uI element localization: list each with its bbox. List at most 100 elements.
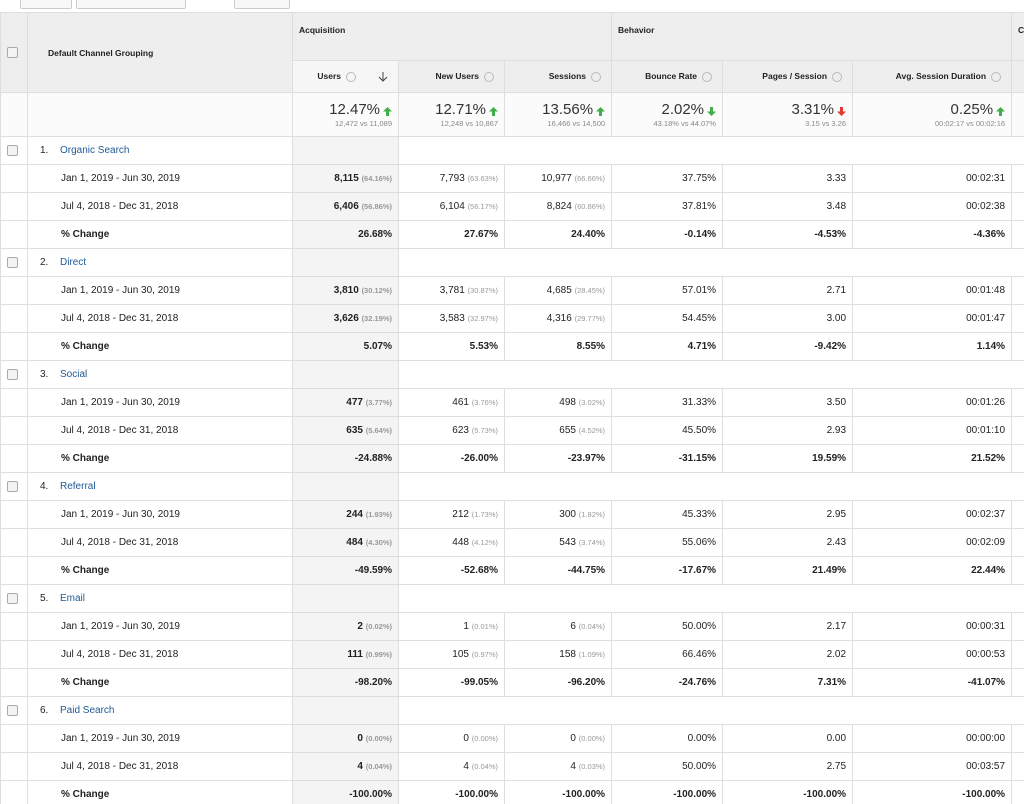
empty-cell <box>1011 332 1024 361</box>
metric-cell: 4.71% <box>611 332 724 361</box>
metric-share: (32.19%) <box>361 314 392 323</box>
empty-cell <box>0 92 28 137</box>
metric-cell: 22.44% <box>852 556 1013 585</box>
channel-link[interactable]: Organic Search <box>60 145 130 156</box>
empty-cell <box>0 444 28 473</box>
checkbox[interactable] <box>7 368 18 380</box>
empty-cell <box>397 136 1024 165</box>
empty-cell <box>1011 640 1024 669</box>
metric-cell: 45.33% <box>611 500 724 529</box>
metric-value: 4,316 <box>546 313 572 324</box>
select-all-cell <box>0 12 28 93</box>
metric-cell: 543 (3.74%) <box>503 528 613 557</box>
checkbox-cell <box>0 136 28 165</box>
empty-cell <box>0 500 28 529</box>
column-header[interactable]: Bounce Rate <box>611 60 724 93</box>
channel-link[interactable]: Direct <box>60 257 87 268</box>
metric-cell: 498 (3.02%) <box>503 388 613 417</box>
header-row: Users New Users Sessions Bounce Rate Pages /… <box>1 60 1024 93</box>
empty-cell <box>0 276 28 305</box>
metric-cell: 54.45% <box>611 304 724 333</box>
empty-cell <box>0 220 28 249</box>
checkbox[interactable] <box>7 704 18 716</box>
metric-cell: 26.68% <box>292 220 399 249</box>
column-header[interactable]: Pages / Session <box>722 60 854 93</box>
metric-value: 3,781 <box>439 285 465 296</box>
channel-link[interactable]: Social <box>60 369 88 380</box>
metric-cell: -23.97% <box>503 444 613 473</box>
checkbox-cell <box>0 360 28 389</box>
toolbar-button[interactable] <box>76 0 186 9</box>
empty-cell <box>0 556 28 585</box>
metric-cell: 0 (0.00%) <box>503 724 613 753</box>
empty-cell <box>397 248 1024 277</box>
column-header[interactable]: Avg. Session Duration <box>852 60 1013 93</box>
channel-link[interactable]: Email <box>60 593 86 604</box>
toolbar-button[interactable] <box>20 0 72 9</box>
metric-share: (0.97%) <box>471 650 498 659</box>
metric-cell: 244 (1.93%) <box>292 500 399 529</box>
channel-cell: 6. Paid Search <box>27 696 293 725</box>
column-header[interactable]: Sessions <box>503 60 613 93</box>
column-title: Users <box>317 71 341 82</box>
empty-cell <box>1011 612 1024 641</box>
metric-cell: 4 (0.04%) <box>292 752 399 781</box>
empty-header <box>1011 60 1024 93</box>
sort-arrow-shape <box>378 71 388 82</box>
arrow-shape <box>489 106 498 116</box>
metric-cell: 3,583 (32.97%) <box>398 304 505 333</box>
period-label: Jan 1, 2019 - Jun 30, 2019 <box>27 164 293 193</box>
column-header[interactable]: New Users <box>398 60 505 93</box>
empty-cell <box>1011 304 1024 333</box>
metric-share: (0.00%) <box>365 734 392 743</box>
checkbox[interactable] <box>7 256 18 268</box>
empty-cell <box>0 304 28 333</box>
period-row: Jul 4, 2018 - Dec 31, 2018 6,406 (56.86%)… <box>0 192 1024 221</box>
checkbox-cell <box>0 696 28 725</box>
change-row: % Change 26.68% 27.67% 24.40% -0.14% -4.53% -4… <box>0 220 1024 249</box>
period-label: % Change <box>27 668 293 697</box>
metric-value: 4 <box>357 761 363 772</box>
metric-cell: 21.49% <box>722 556 854 585</box>
metric-cell: 00:02:37 <box>852 500 1013 529</box>
metric-cell: -17.67% <box>611 556 724 585</box>
arrow-shape <box>837 106 847 116</box>
row-index: 3. <box>40 369 49 380</box>
checkbox[interactable] <box>7 592 18 604</box>
metric-cell: 2.95 <box>722 500 854 529</box>
metric-value: 461 <box>452 397 469 408</box>
metric-cell: 24.40% <box>503 220 613 249</box>
metric-share: (0.01%) <box>471 622 498 631</box>
period-label: Jan 1, 2019 - Jun 30, 2019 <box>27 388 293 417</box>
checkbox[interactable] <box>7 144 18 156</box>
checkbox[interactable] <box>7 47 18 59</box>
help-icon <box>484 71 494 82</box>
help-icon <box>832 71 843 82</box>
period-row: Jul 4, 2018 - Dec 31, 2018 635 (5.64%) 623… <box>0 416 1024 445</box>
metric-share: (1.93%) <box>365 510 392 519</box>
empty-cell <box>0 332 28 361</box>
channel-link[interactable]: Paid Search <box>60 705 115 716</box>
metric-cell: 00:01:26 <box>852 388 1013 417</box>
checkbox-cell <box>0 248 28 277</box>
metric-share: (1.82%) <box>578 510 606 519</box>
dimension-title: Default Channel Grouping <box>48 47 154 58</box>
metric-cell: 5.07% <box>292 332 399 361</box>
period-label: % Change <box>27 220 293 249</box>
metric-value: 111 <box>347 649 363 660</box>
empty-cell <box>1011 556 1024 585</box>
channel-link[interactable]: Referral <box>60 481 96 492</box>
checkbox[interactable] <box>7 480 18 492</box>
metric-cell: -100.00% <box>398 780 505 804</box>
metric-cell: 2.17 <box>722 612 854 641</box>
column-title: New Users <box>435 71 479 82</box>
empty-cell <box>0 780 28 804</box>
metric-cell: 8,824 (60.86%) <box>503 192 613 221</box>
metric-share: (3.76%) <box>471 398 498 407</box>
column-header[interactable]: Users <box>292 60 399 93</box>
channel-row: 5. Email <box>0 584 1024 613</box>
metric-value: 484 <box>346 537 363 548</box>
toolbar-button[interactable] <box>234 0 290 9</box>
metric-value: 623 <box>452 425 469 436</box>
empty-cell <box>0 640 28 669</box>
